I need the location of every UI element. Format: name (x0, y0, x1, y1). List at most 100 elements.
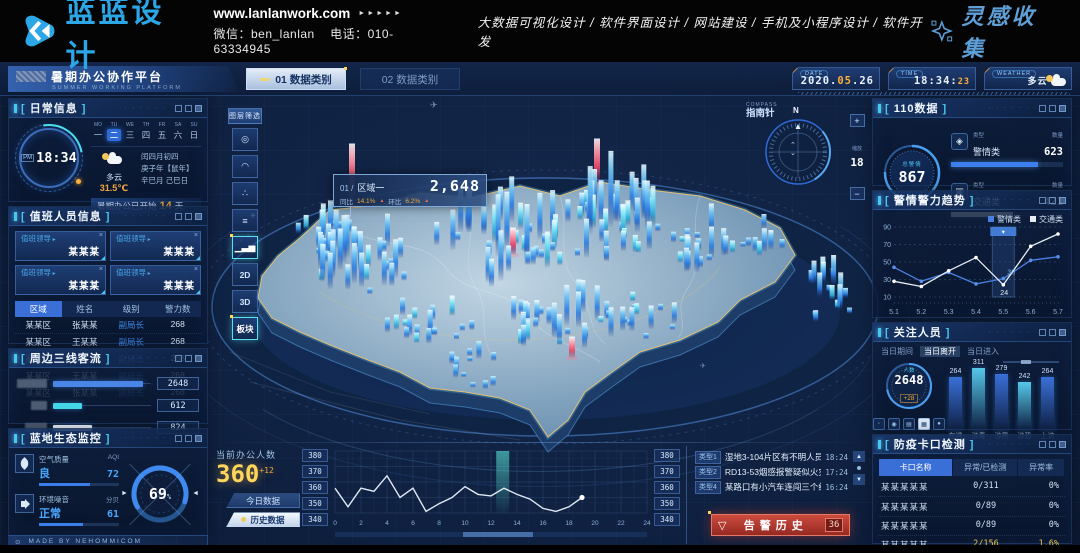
checkpoint-table: 卡口名称 异常/已检测 异常率 某某某某某 0/311 0% 某某某某某 0/89 0% 某某某某… (879, 459, 1065, 553)
svg-text:50: 50 (883, 260, 891, 267)
table-row[interactable]: 某某某某某 0/89 0% (879, 497, 1065, 517)
pin-icon[interactable] (1049, 104, 1056, 112)
zoom-in-button[interactable]: + (849, 114, 865, 127)
weekday-cell[interactable]: WE 三 (125, 122, 135, 140)
collapse-icon[interactable] (175, 434, 182, 442)
compass-dial[interactable] (760, 112, 836, 188)
globe-filter-icon[interactable]: ● (933, 418, 945, 430)
cluster-icon[interactable]: ∴ (232, 182, 258, 205)
lanlan-logo[interactable]: 蓝蓝设计 (20, 0, 195, 75)
alert-row[interactable]: 类型2 RD13-53烟感报警疑似火灾 17:24 (695, 465, 848, 479)
weather-summary: 多云 31.5℃ (91, 151, 137, 194)
tab-data-category-2[interactable]: 02 数据类别 (360, 68, 460, 90)
badge-filter-icon[interactable]: ▦ (918, 418, 930, 430)
card-close-icon[interactable]: × (193, 266, 198, 273)
duty-leader-card[interactable]: 值班领导×某某某 (15, 265, 106, 295)
expand-icon[interactable] (195, 434, 202, 442)
zoom-level: 18 (850, 156, 864, 169)
duty-col-header[interactable]: 级别 (122, 304, 140, 314)
list-icon[interactable]: ≡ (232, 209, 258, 232)
duty-col-header[interactable]: 警力数 (164, 304, 191, 314)
focus-bar: 279涉黑 (995, 365, 1009, 440)
scroll-down-icon[interactable]: ▼ (853, 474, 865, 485)
cloud-filter-icon[interactable]: ◦ (873, 418, 885, 430)
tab-data-category-1[interactable]: 01 数据类别 (246, 67, 347, 90)
expand-icon[interactable] (195, 354, 202, 362)
inspiration-collect[interactable]: 灵感收集 (930, 0, 1060, 63)
legend-swatch (988, 216, 994, 222)
pin-icon[interactable] (185, 104, 192, 112)
expand-icon[interactable] (1059, 196, 1066, 204)
police-badge-icon: ◈ (951, 133, 968, 151)
legend-item: 警情类 (988, 214, 1021, 225)
weekday-cell[interactable]: SU 日 (189, 122, 199, 140)
checkpoint-col-header[interactable]: 异常/已检测 (953, 459, 1018, 476)
collapse-icon[interactable] (1039, 196, 1046, 204)
duty-col-header[interactable]: 姓名 (76, 304, 94, 314)
svg-text:24: 24 (1000, 290, 1008, 297)
weekday-cell[interactable]: TH 四 (141, 122, 151, 140)
card-close-icon[interactable]: × (98, 266, 103, 273)
history-data-button[interactable]: 历史数据 (226, 512, 300, 528)
location-icon[interactable]: ◎ (232, 128, 258, 151)
pin-icon[interactable] (185, 434, 192, 442)
pin-icon[interactable] (185, 354, 192, 362)
alert-row[interactable]: 类型4某路口有小汽车连闯三个红灯16:24 (695, 480, 848, 494)
weekday-cell[interactable]: MO 一 (93, 122, 103, 140)
focus-delta: +28 (900, 393, 918, 403)
pin-icon[interactable] (1049, 328, 1056, 336)
layer-filter-panel: 图层筛选 ◎ ◠ ∴ ≡ ▁▃▅ 2D 3D 板块 (228, 108, 262, 340)
expand-icon[interactable] (1059, 328, 1066, 336)
pin-icon[interactable] (1049, 440, 1056, 448)
bar-chart-icon[interactable]: ▁▃▅ (230, 234, 258, 259)
pin-icon[interactable] (1049, 196, 1056, 204)
alarm-bar (951, 162, 1039, 168)
scroll-up-icon[interactable]: ▲ (853, 451, 865, 462)
panel-title: 防疫卡口检测 (885, 436, 974, 452)
website-link[interactable]: www.lanlanwork.com (213, 6, 351, 21)
table-row[interactable]: 某某某某某 0/311 0% (879, 478, 1065, 498)
lunar-calendar: 闰四月初四 庚子年【鼠年】 辛巳月 己巳日 (141, 152, 194, 185)
collapse-icon[interactable] (175, 212, 182, 220)
card-close-icon[interactable]: × (193, 232, 198, 239)
radar-icon[interactable]: ◠ (232, 155, 258, 178)
weekday-cell[interactable]: FR 五 (157, 122, 167, 140)
zoom-out-button[interactable]: − (849, 187, 865, 200)
duty-col-header[interactable]: 区域 (15, 301, 62, 317)
pin-icon[interactable] (185, 212, 192, 220)
expand-icon[interactable] (1059, 104, 1066, 112)
duty-leader-card[interactable]: 值班领导×某某某 (110, 231, 201, 261)
panel-title: 警情警力趋势 (885, 192, 974, 208)
card-close-icon[interactable]: × (98, 232, 103, 239)
collapse-icon[interactable] (1039, 328, 1046, 336)
duty-leader-card[interactable]: 值班领导×某某某 (110, 265, 201, 295)
checkpoint-col-header[interactable]: 异常率 (1018, 459, 1064, 476)
focus-tab[interactable]: 当日进入 (967, 347, 999, 356)
collapse-icon[interactable] (175, 354, 182, 362)
slash-decoration (798, 92, 1070, 95)
checkpoint-col-header[interactable]: 卡口名称 (879, 459, 953, 476)
focus-tab[interactable]: 当日离开 (920, 346, 960, 357)
mode-block-button[interactable]: 板块 (230, 315, 258, 340)
collapse-icon[interactable] (175, 104, 182, 112)
pen-filter-icon[interactable]: ◉ (888, 418, 900, 430)
expand-icon[interactable] (1059, 440, 1066, 448)
table-row[interactable]: 某某某某某 0/89 0% (879, 517, 1065, 537)
collapse-icon[interactable] (1039, 104, 1046, 112)
weekday-cell[interactable]: TU 二 (107, 122, 121, 141)
expand-icon[interactable] (195, 212, 202, 220)
city-3d-map[interactable] (0, 62, 1080, 553)
mode-3d-button[interactable]: 3D (232, 290, 258, 313)
mode-2d-button[interactable]: 2D (232, 263, 258, 286)
duty-leader-card[interactable]: 值班领导×某某某 (15, 231, 106, 261)
weekday-cell[interactable]: SA 六 (173, 122, 183, 140)
focus-tab[interactable]: 当日期间 (881, 347, 913, 356)
today-data-button[interactable]: 今日数据 (226, 493, 300, 509)
target-filter-icon[interactable]: ▤ (903, 418, 915, 430)
collapse-icon[interactable] (1039, 440, 1046, 448)
expand-icon[interactable] (195, 104, 202, 112)
alert-history-button[interactable]: ▽ 告警历史 36 (708, 511, 850, 536)
